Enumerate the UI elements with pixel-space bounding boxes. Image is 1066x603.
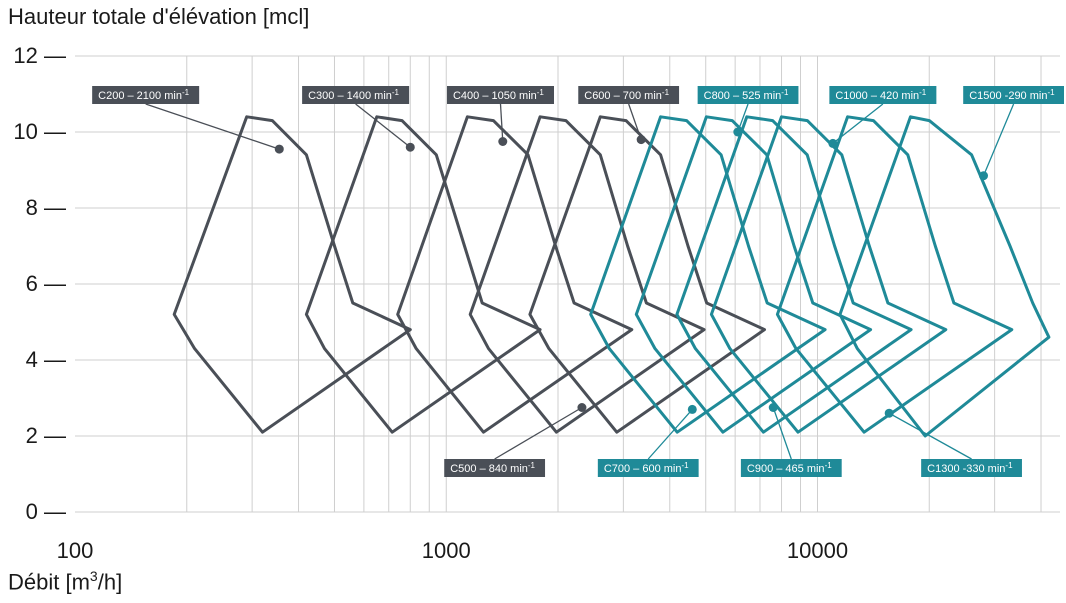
series-marker-dot (405, 142, 415, 152)
series-curve (396, 115, 634, 434)
series-marker-dot (979, 171, 989, 181)
series-label: C900 – 465 min-1 (747, 461, 832, 475)
y-axis-label: Hauteur totale d'élévation [mcl] (8, 4, 310, 29)
leader-line (737, 103, 749, 133)
series-curve (172, 115, 412, 434)
y-tick-label: 4 — (26, 347, 66, 372)
series-label-box (446, 86, 554, 104)
leader-line (145, 103, 280, 150)
leader-line (628, 103, 642, 140)
series-label-box (963, 86, 1064, 104)
series-curve (838, 115, 1051, 438)
series-label: C1000 – 420 min-1 (835, 88, 926, 102)
series-marker-dot (274, 144, 284, 154)
y-tick-label: 8 — (26, 195, 66, 220)
x-axis-label: Débit [m3/h] (8, 568, 122, 595)
y-tick-label: 10 — (13, 119, 66, 144)
y-tick-label: 0 — (26, 499, 66, 524)
x-axis-label-prefix: Débit [m (8, 569, 90, 595)
series-label-box (921, 459, 1022, 477)
series-marker-dot (577, 403, 587, 412)
series-label: C500 – 840 min-1 (450, 461, 535, 475)
series-label-box (829, 86, 937, 104)
series-label: C800 – 525 min-1 (704, 88, 789, 102)
y-tick-label: 6 — (26, 271, 66, 296)
series-marker-dot (733, 127, 743, 137)
series-marker-dot (498, 137, 508, 146)
leader-line (647, 408, 693, 460)
series-curve (468, 115, 706, 434)
series-marker-dot (636, 135, 646, 145)
leader-line (888, 412, 972, 460)
series-curve (709, 115, 948, 434)
series-label-box (302, 86, 410, 104)
x-tick-label: 1000 (422, 538, 471, 563)
leader-line (832, 103, 884, 144)
series-label: C300 – 1400 min-1 (308, 88, 399, 102)
series-curve (528, 115, 766, 434)
y-tick-label: 2 — (26, 423, 66, 448)
x-axis-label-suffix: /h] (97, 569, 123, 595)
x-axis-label-sup: 3 (89, 568, 98, 584)
series-curve (304, 115, 542, 434)
leader-line (982, 103, 1015, 176)
series-curve (775, 115, 1014, 434)
leader-line (494, 406, 583, 460)
series-marker-dot (828, 138, 838, 148)
series-curve (589, 115, 827, 434)
series-label: C1500 -290 min-1 (969, 88, 1055, 102)
x-tick-label: 100 (57, 538, 94, 563)
series-marker-dot (768, 403, 778, 412)
series-label-box (578, 86, 680, 104)
series-label: C600 – 700 min-1 (584, 88, 669, 102)
series-curve (675, 115, 913, 434)
series-label-box (444, 459, 546, 477)
leader-line (499, 103, 504, 142)
series-label-box (92, 86, 200, 104)
series-curve (634, 115, 873, 434)
x-tick-label: 10000 (787, 538, 848, 563)
series-label-box (597, 459, 699, 477)
leader-line (772, 407, 792, 460)
series-label-box (697, 86, 799, 104)
series-label: C400 – 1050 min-1 (453, 88, 544, 102)
series-marker-dot (687, 404, 697, 414)
series-label: C700 – 600 min-1 (604, 461, 689, 475)
leader-line (355, 103, 411, 148)
series-label: C1300 -330 min-1 (927, 461, 1013, 475)
series-label-box (740, 459, 842, 477)
series-marker-dot (884, 408, 894, 418)
y-tick-label: 12 — (13, 43, 66, 68)
series-label: C200 – 2100 min-1 (98, 88, 189, 102)
